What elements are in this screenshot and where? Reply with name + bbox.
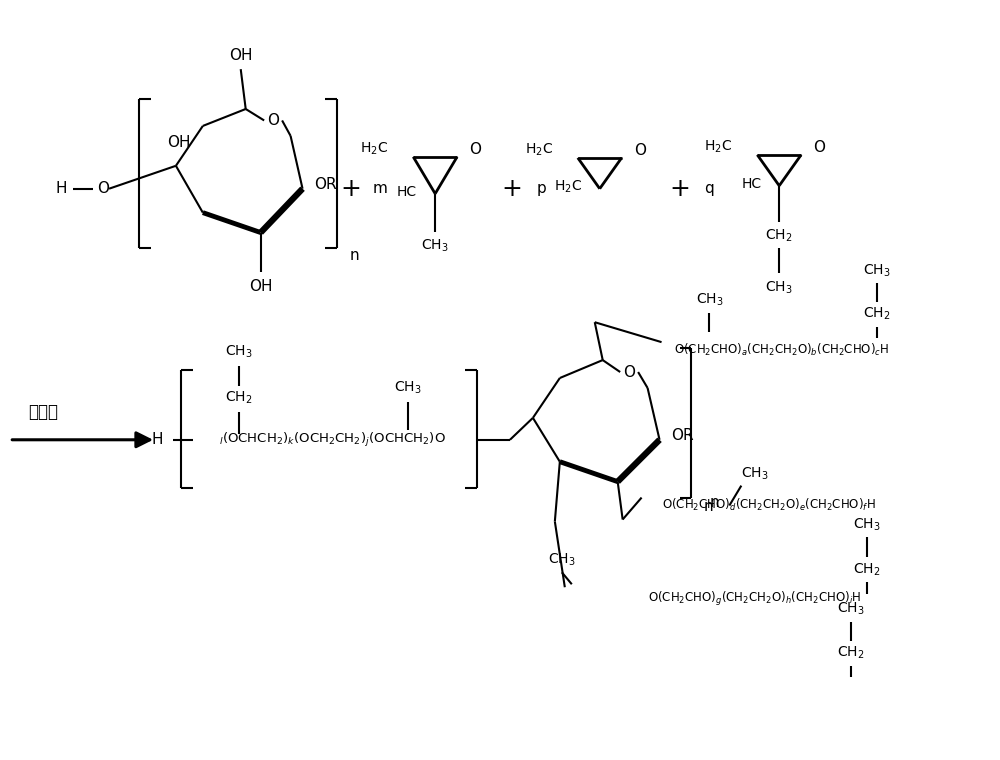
Text: O: O xyxy=(813,141,825,155)
Text: CH$_3$: CH$_3$ xyxy=(741,465,769,482)
Text: HC: HC xyxy=(397,185,417,198)
Text: CH$_3$: CH$_3$ xyxy=(394,380,422,396)
Text: O: O xyxy=(97,181,109,196)
Text: q: q xyxy=(705,181,714,196)
Text: CH$_3$: CH$_3$ xyxy=(853,516,881,533)
Text: CH$_3$: CH$_3$ xyxy=(837,601,865,617)
Text: CH$_3$: CH$_3$ xyxy=(548,551,576,568)
Text: CH$_3$: CH$_3$ xyxy=(421,237,449,254)
Text: $_l$(OCHCH$_2$)$_k$(OCH$_2$CH$_2$)$_j$(OCHCH$_2$)O: $_l$(OCHCH$_2$)$_k$(OCH$_2$CH$_2$)$_j$(O… xyxy=(219,431,446,449)
Text: 催化剂: 催化剂 xyxy=(28,403,58,421)
Text: OH: OH xyxy=(249,279,272,294)
Text: HC: HC xyxy=(741,177,761,191)
Text: O: O xyxy=(267,113,279,128)
Text: OH: OH xyxy=(229,48,252,62)
Text: CH$_3$: CH$_3$ xyxy=(863,262,891,279)
Text: OH: OH xyxy=(167,135,191,150)
Text: CH$_2$: CH$_2$ xyxy=(853,561,881,578)
Text: n: n xyxy=(703,499,713,514)
Text: n: n xyxy=(709,495,719,510)
Text: O(CH$_2$CHO)$_g$(CH$_2$CH$_2$O)$_h$(CH$_2$CHO)$_i$H: O(CH$_2$CHO)$_g$(CH$_2$CH$_2$O)$_h$(CH$_… xyxy=(648,591,861,608)
Text: O(CH$_2$CHO)$_d$(CH$_2$CH$_2$O)$_e$(CH$_2$CHO)$_f$H: O(CH$_2$CHO)$_d$(CH$_2$CH$_2$O)$_e$(CH$_… xyxy=(662,496,876,512)
Text: +: + xyxy=(340,177,361,201)
Text: H$_2$C: H$_2$C xyxy=(525,141,553,158)
Text: H: H xyxy=(151,432,163,448)
Text: O: O xyxy=(623,365,635,379)
Text: H$_2$C: H$_2$C xyxy=(554,179,582,195)
Text: +: + xyxy=(669,177,690,201)
Text: CH$_2$: CH$_2$ xyxy=(225,390,252,406)
Text: CH$_3$: CH$_3$ xyxy=(696,292,723,309)
Text: OR: OR xyxy=(672,429,694,443)
Text: CH$_2$: CH$_2$ xyxy=(765,227,793,244)
Text: CH$_3$: CH$_3$ xyxy=(765,279,793,296)
Text: m: m xyxy=(373,181,388,196)
Text: H$_2$C: H$_2$C xyxy=(704,138,732,155)
Text: CH$_2$: CH$_2$ xyxy=(837,644,865,661)
Text: p: p xyxy=(537,181,547,196)
Text: H$_2$C: H$_2$C xyxy=(360,141,388,157)
Text: CH$_2$: CH$_2$ xyxy=(863,306,891,322)
Text: CH$_3$: CH$_3$ xyxy=(225,344,253,360)
Text: n: n xyxy=(349,248,359,263)
Text: H: H xyxy=(55,181,67,196)
Text: O(CH$_2$CHO)$_a$(CH$_2$CH$_2$O)$_b$(CH$_2$CHO)$_c$H: O(CH$_2$CHO)$_a$(CH$_2$CH$_2$O)$_b$(CH$_… xyxy=(674,342,889,358)
Text: OR: OR xyxy=(315,177,337,192)
Text: O: O xyxy=(469,142,481,157)
Text: O: O xyxy=(634,144,646,158)
Text: +: + xyxy=(502,177,522,201)
